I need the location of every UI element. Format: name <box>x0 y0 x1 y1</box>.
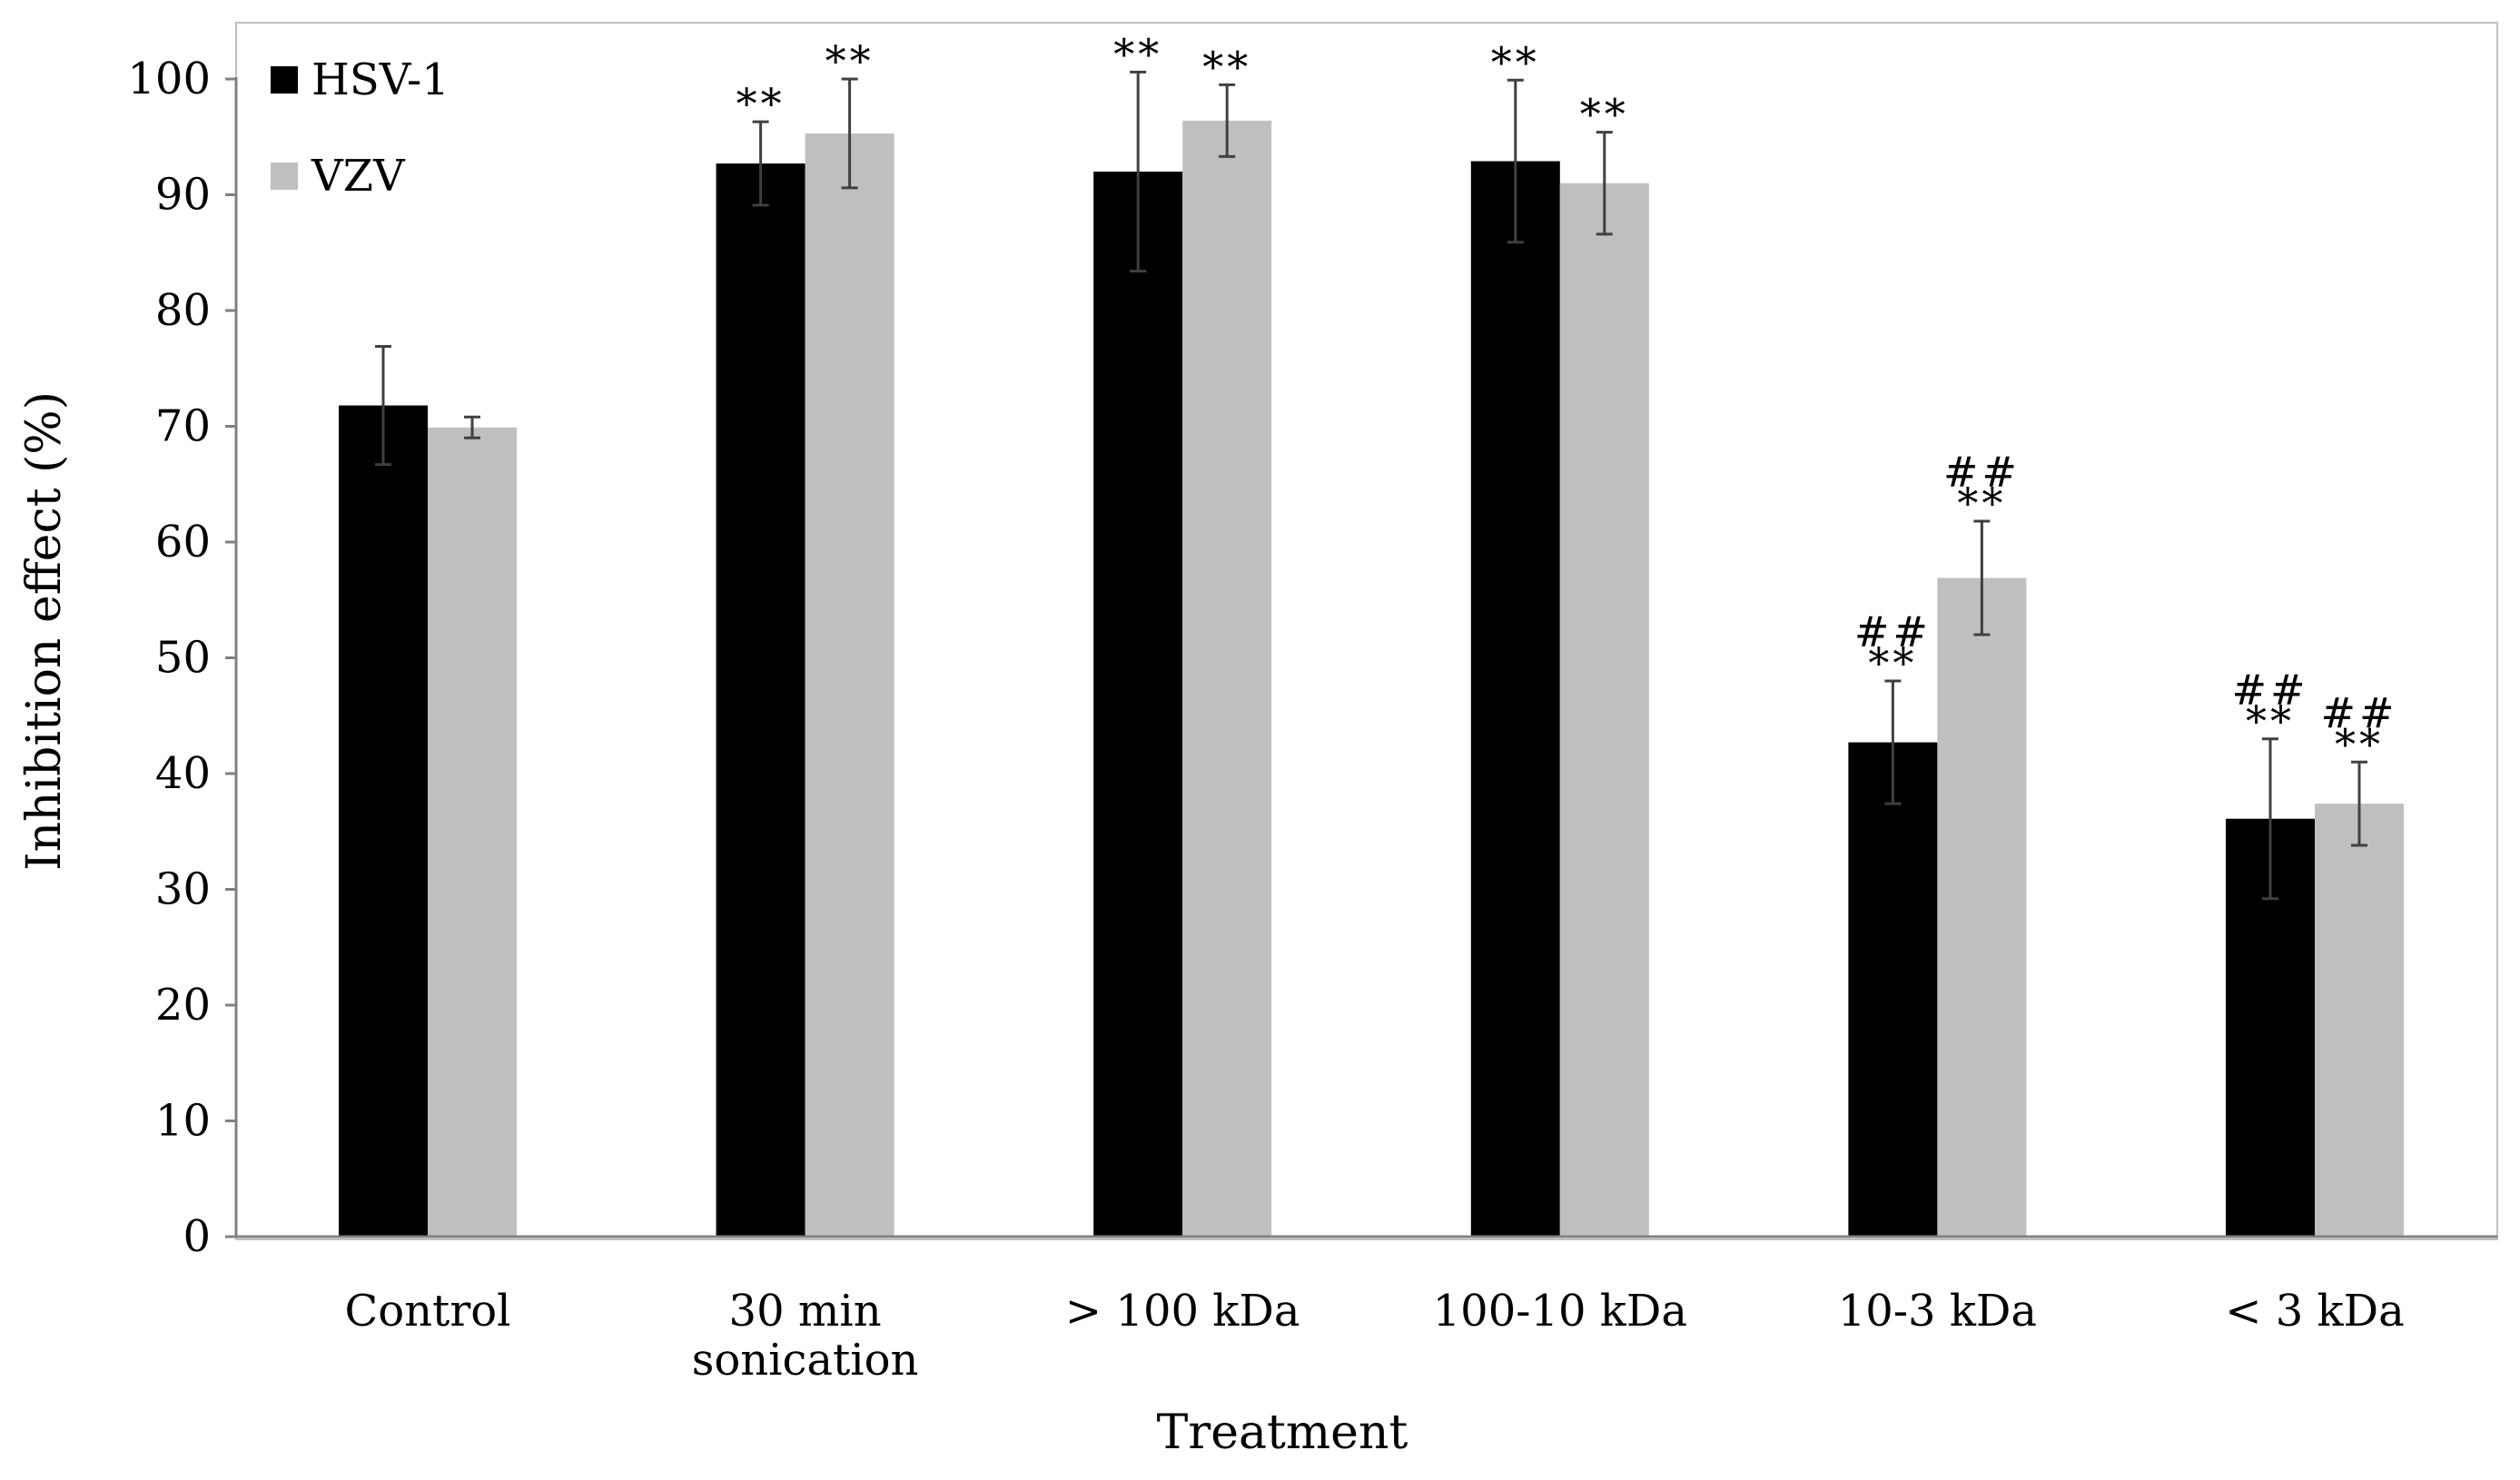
x-tick-label: > 100 kDa <box>1065 1286 1300 1337</box>
error-bars <box>375 70 2367 901</box>
x-axis-title: Treatment <box>1157 1406 1408 1460</box>
legend-label: VZV <box>311 151 406 202</box>
significance-mark: ** <box>1202 42 1251 91</box>
significance-annotations: **** ** ** ****##**##**##** ##** <box>736 29 2397 768</box>
y-tick-label: 10 <box>155 1096 211 1147</box>
y-tick-label: 90 <box>155 170 211 221</box>
bar-vzv <box>2315 804 2404 1237</box>
bar-hsv-1 <box>1093 172 1183 1237</box>
significance-mark: ** <box>2335 719 2384 768</box>
legend-label: HSV-1 <box>311 54 450 105</box>
legend-swatch <box>271 163 298 190</box>
y-tick-label: 30 <box>155 864 211 915</box>
bar-vzv <box>1937 577 2027 1237</box>
x-tick-label: 10-3 kDa <box>1838 1286 2037 1337</box>
significance-mark: ** <box>1113 29 1162 78</box>
x-tick-label: 30 min <box>729 1286 882 1337</box>
bar-hsv-1 <box>339 405 428 1237</box>
y-tick-label: 80 <box>155 285 211 336</box>
y-tick-label: 40 <box>155 748 211 799</box>
bar-vzv <box>805 133 894 1237</box>
significance-mark: ## <box>1854 607 1932 656</box>
significance-mark: ** <box>1580 90 1629 139</box>
y-axis: 0 10 20 30 40 50 60 70 80 90 100 <box>127 54 238 1262</box>
significance-mark: ** <box>736 79 786 128</box>
y-tick-label: 70 <box>155 401 211 452</box>
y-tick-label: 60 <box>155 517 211 567</box>
x-tick-label: < 3 kDa <box>2225 1286 2404 1337</box>
bar-hsv-1 <box>716 163 805 1238</box>
bars <box>339 120 2404 1238</box>
y-tick-label: 20 <box>155 980 211 1031</box>
y-axis-title: Inhibition effect (%) <box>17 391 72 871</box>
significance-mark: ## <box>2231 666 2308 715</box>
significance-mark: ** <box>1491 37 1540 86</box>
bar-vzv <box>1182 120 1272 1237</box>
significance-mark: ** <box>1957 479 2006 528</box>
bar-hsv-1 <box>1848 742 1938 1237</box>
significance-mark: ** <box>1868 638 1917 687</box>
significance-mark: ** <box>2246 696 2295 745</box>
legend-swatch <box>271 66 298 94</box>
y-tick-label: 0 <box>183 1211 211 1262</box>
bar-vzv <box>428 427 517 1237</box>
y-tick-label: 100 <box>127 54 211 104</box>
significance-mark: ## <box>1943 448 2021 497</box>
bar-hsv-1 <box>1470 161 1560 1237</box>
legend: HSV-1 VZV <box>271 54 450 202</box>
x-tick-label: 100-10 kDa <box>1433 1286 1687 1337</box>
significance-mark: ## <box>2320 688 2397 737</box>
x-tick-label: sonication <box>692 1335 919 1386</box>
y-tick-label: 50 <box>155 633 211 684</box>
significance-mark: ** <box>825 36 875 85</box>
x-tick-label: Control <box>344 1286 510 1337</box>
bar-vzv <box>1559 183 1649 1237</box>
